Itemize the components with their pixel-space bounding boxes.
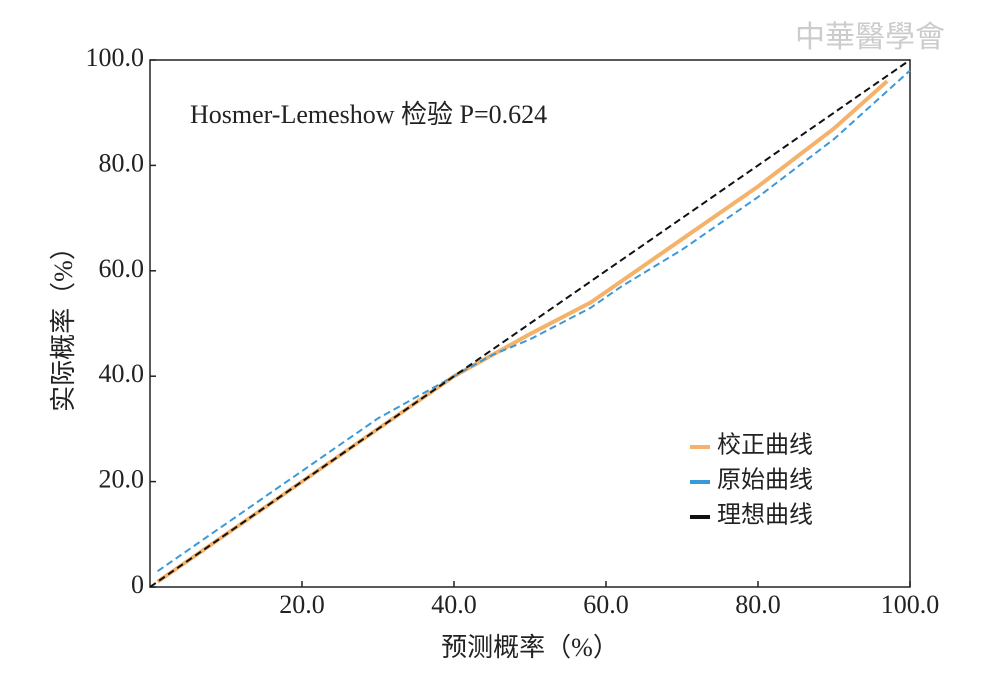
y-axis-label: 实际概率（%） [49,234,78,412]
line [156,79,889,584]
line [157,69,911,573]
x-axis-label: 预测概率（%） [441,633,619,662]
y-tick-label: 20.0 [99,465,145,494]
legend-label: 校正曲线 [717,432,813,459]
x-tick-label: 40.0 [431,590,477,619]
plot-frame [149,59,911,588]
y-tick-label: 60.0 [99,254,145,283]
y-tick-label: 0 [131,570,144,599]
x-tick-label: 20.0 [279,590,325,619]
x-tick-label: 60.0 [583,590,629,619]
legend-label: 原始曲线 [717,467,813,494]
x-tick-label: 100.0 [881,590,940,619]
legend-label: 理想曲线 [717,502,813,529]
y-tick-label: 40.0 [99,359,145,388]
y-tick-label: 80.0 [99,148,145,177]
x-tick-label: 80.0 [735,590,781,619]
watermark: 中華醫學會 [795,21,945,54]
y-tick-label: 100.0 [86,43,145,72]
annotation: Hosmer-Lemeshow 检验 P=0.624 [190,100,547,129]
line [149,59,911,588]
